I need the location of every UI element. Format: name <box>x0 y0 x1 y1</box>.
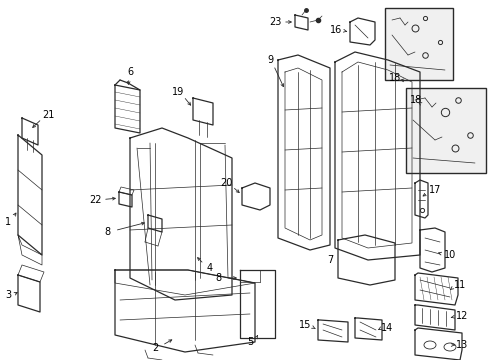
Text: 21: 21 <box>42 110 54 120</box>
Text: 12: 12 <box>455 311 467 321</box>
Text: 9: 9 <box>266 55 272 65</box>
Text: 4: 4 <box>206 263 213 273</box>
Text: 2: 2 <box>152 343 158 353</box>
Text: 1: 1 <box>5 217 11 227</box>
Text: 11: 11 <box>453 280 465 290</box>
Text: 6: 6 <box>127 67 133 77</box>
Text: 8: 8 <box>215 273 221 283</box>
Text: 15: 15 <box>298 320 310 330</box>
Bar <box>405 88 485 173</box>
Text: 18: 18 <box>388 73 400 83</box>
Text: 20: 20 <box>220 178 232 188</box>
Text: 10: 10 <box>443 250 455 260</box>
Text: 14: 14 <box>380 323 392 333</box>
Text: 19: 19 <box>171 87 184 97</box>
Text: 16: 16 <box>329 25 342 35</box>
Text: 3: 3 <box>5 290 11 300</box>
Text: 23: 23 <box>268 17 281 27</box>
Text: 22: 22 <box>88 195 101 205</box>
Text: 8: 8 <box>104 227 110 237</box>
Text: 17: 17 <box>428 185 440 195</box>
Bar <box>384 8 452 80</box>
Text: 7: 7 <box>326 255 332 265</box>
Text: 13: 13 <box>455 340 467 350</box>
Text: 5: 5 <box>246 337 253 347</box>
Text: 18: 18 <box>409 95 421 105</box>
